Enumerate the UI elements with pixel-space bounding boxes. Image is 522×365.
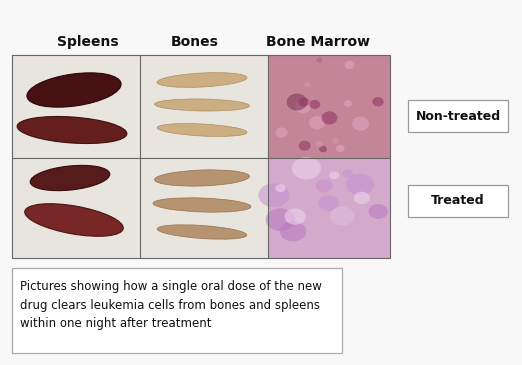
Bar <box>408 185 508 217</box>
Ellipse shape <box>287 93 307 111</box>
Ellipse shape <box>292 157 321 180</box>
Ellipse shape <box>372 97 384 107</box>
Text: Treated: Treated <box>431 195 485 207</box>
Ellipse shape <box>295 100 311 113</box>
Ellipse shape <box>157 124 247 137</box>
Ellipse shape <box>316 179 333 192</box>
Ellipse shape <box>336 145 345 152</box>
Bar <box>140 55 268 158</box>
Ellipse shape <box>369 204 388 219</box>
Text: Spleens: Spleens <box>57 35 119 49</box>
Ellipse shape <box>153 198 251 212</box>
Ellipse shape <box>315 141 323 147</box>
Ellipse shape <box>266 208 295 231</box>
Ellipse shape <box>275 184 286 192</box>
Bar <box>268 158 390 258</box>
Ellipse shape <box>304 82 311 87</box>
Ellipse shape <box>299 141 311 151</box>
Ellipse shape <box>309 116 325 130</box>
Bar <box>12 158 140 258</box>
Ellipse shape <box>309 100 320 109</box>
Ellipse shape <box>318 195 339 211</box>
Bar <box>12 268 342 353</box>
Ellipse shape <box>322 111 337 124</box>
Bar <box>268 55 390 158</box>
Ellipse shape <box>354 192 370 204</box>
Bar <box>268 55 390 158</box>
Text: Pictures showing how a single oral dose of the new
drug clears leukemia cells fr: Pictures showing how a single oral dose … <box>20 280 322 330</box>
Ellipse shape <box>299 98 309 107</box>
Bar <box>408 100 508 132</box>
Ellipse shape <box>344 100 352 107</box>
Ellipse shape <box>330 207 354 226</box>
Ellipse shape <box>276 127 288 138</box>
Bar <box>268 158 390 258</box>
Ellipse shape <box>155 170 250 186</box>
Text: Non-treated: Non-treated <box>416 110 501 123</box>
Ellipse shape <box>25 204 123 236</box>
Ellipse shape <box>332 138 339 144</box>
Ellipse shape <box>30 165 110 191</box>
Ellipse shape <box>346 173 374 195</box>
Ellipse shape <box>157 225 247 239</box>
Ellipse shape <box>316 57 323 63</box>
Bar <box>140 158 268 258</box>
Ellipse shape <box>27 73 121 107</box>
Ellipse shape <box>284 208 306 225</box>
Ellipse shape <box>157 73 247 87</box>
Text: Bones: Bones <box>171 35 219 49</box>
Ellipse shape <box>352 116 369 131</box>
Ellipse shape <box>155 99 250 111</box>
Bar <box>12 55 140 158</box>
Ellipse shape <box>319 146 327 152</box>
Ellipse shape <box>17 116 127 143</box>
Text: Bone Marrow: Bone Marrow <box>266 35 370 49</box>
Ellipse shape <box>258 183 290 207</box>
Ellipse shape <box>329 172 339 179</box>
Ellipse shape <box>345 61 354 69</box>
Ellipse shape <box>342 170 353 178</box>
Ellipse shape <box>280 221 306 241</box>
